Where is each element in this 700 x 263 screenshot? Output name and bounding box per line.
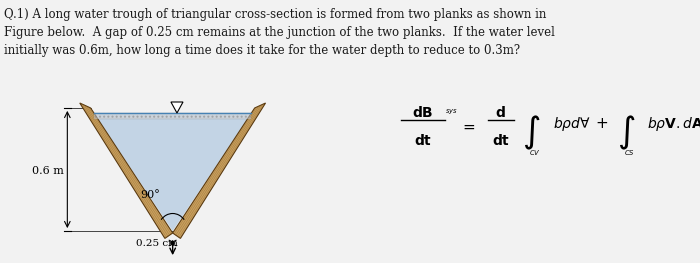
Text: $_{CS}$: $_{CS}$	[624, 148, 635, 158]
Text: $_{CV}$: $_{CV}$	[529, 148, 541, 158]
Text: $\mathbf{dt}$: $\mathbf{dt}$	[491, 133, 510, 148]
Text: $b\rho d\forall$: $b\rho d\forall$	[552, 115, 590, 133]
Text: $b\rho \mathbf{V}.d\mathbf{A}$: $b\rho \mathbf{V}.d\mathbf{A}$	[648, 115, 700, 133]
Polygon shape	[94, 113, 251, 231]
Text: $\mathbf{dB}$: $\mathbf{dB}$	[412, 105, 434, 120]
Polygon shape	[173, 103, 265, 238]
Text: Q.1) A long water trough of triangular cross-section is formed from two planks a: Q.1) A long water trough of triangular c…	[4, 8, 555, 57]
Text: $\mathbf{d}$: $\mathbf{d}$	[496, 105, 506, 120]
Text: 90°: 90°	[140, 190, 160, 200]
Text: 0.6 m: 0.6 m	[32, 165, 64, 175]
Text: 0.25 cm: 0.25 cm	[136, 239, 178, 247]
Polygon shape	[171, 102, 183, 113]
Text: $+$: $+$	[595, 117, 608, 132]
Text: $\mathbf{dt}$: $\mathbf{dt}$	[414, 133, 432, 148]
Text: $\int$: $\int$	[617, 114, 635, 152]
Polygon shape	[80, 103, 173, 238]
Text: $=$: $=$	[460, 119, 476, 134]
Text: $\int$: $\int$	[522, 114, 540, 152]
Text: $_{sys}$: $_{sys}$	[444, 106, 458, 116]
